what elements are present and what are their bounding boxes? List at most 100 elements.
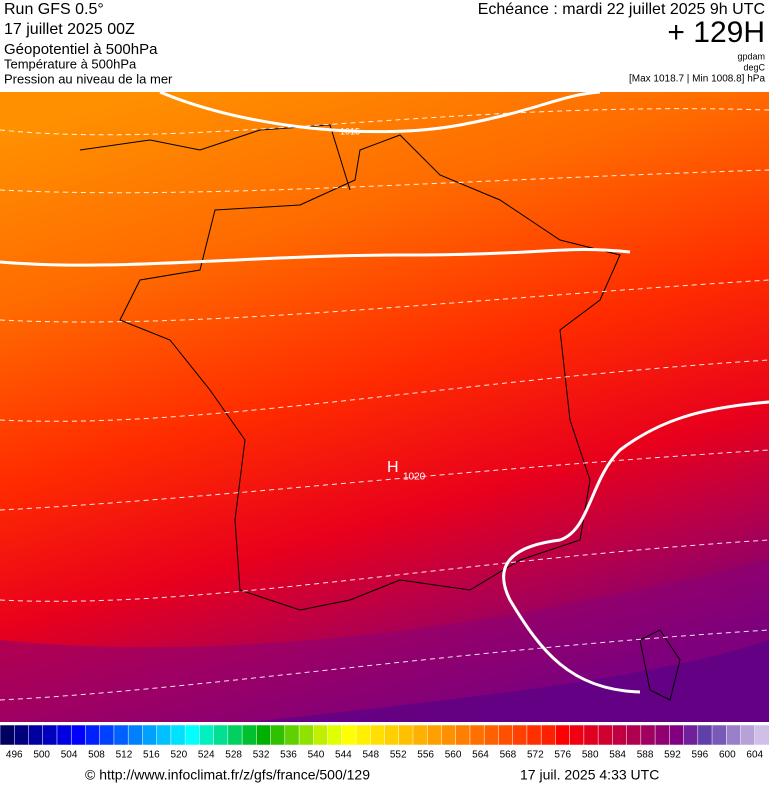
colorbar-cell	[298, 724, 314, 746]
corsica	[639, 629, 681, 701]
colorbar-cell	[754, 724, 769, 746]
colorbar-cell	[170, 724, 186, 746]
dashed-contours	[0, 108, 769, 701]
lead-time: + 129H	[667, 16, 765, 49]
colorbar-cell	[412, 724, 428, 746]
run-label: Run GFS 0.5°	[4, 1, 104, 18]
colorbar-cell	[0, 724, 15, 746]
colorbar-cell	[398, 724, 414, 746]
colorbar-label: 540	[308, 750, 325, 761]
colorbar-cell	[726, 724, 742, 746]
colorbar-cell	[341, 724, 357, 746]
colorbar-cell	[199, 724, 215, 746]
colorbar-label: 604	[746, 750, 763, 761]
unit: degC	[743, 62, 765, 72]
colorbar-label: 560	[445, 750, 462, 761]
colorbar-cell	[270, 724, 286, 746]
colorbar-label: 504	[61, 750, 78, 761]
colorbar-cell	[455, 724, 471, 746]
colorbar-label: 500	[33, 750, 50, 761]
colorbar-cell	[156, 724, 172, 746]
colorbar-label: 584	[609, 750, 626, 761]
colorbar-label: 596	[692, 750, 709, 761]
isobars	[0, 90, 769, 694]
colorbar-cell	[56, 724, 72, 746]
colorbar-cell	[569, 724, 585, 746]
colorbar-cell	[583, 724, 599, 746]
colorbar-label: 524	[198, 750, 215, 761]
colorbar-label: 588	[637, 750, 654, 761]
colorbar-cell	[355, 724, 371, 746]
colorbar-cell	[28, 724, 44, 746]
colorbar-cell	[441, 724, 457, 746]
colorbar-cell	[483, 724, 499, 746]
colorbar-label: 544	[335, 750, 352, 761]
high-pressure-value: 1020	[403, 472, 426, 483]
unit: gpdam	[737, 51, 765, 61]
field-name: Pression au niveau de la mer	[4, 71, 173, 86]
colorbar-label: 536	[280, 750, 297, 761]
colorbar: 496 500 504 508 512 516 520 524 528 532 536 540 544 5…	[0, 724, 769, 761]
colorbar-cell	[683, 724, 699, 746]
colorbar-cell	[327, 724, 343, 746]
temperature-band	[0, 560, 769, 722]
run-date: 17 juillet 2025 00Z	[4, 21, 135, 38]
isobar-label: 1015	[340, 126, 360, 136]
colorbar-cell	[227, 724, 243, 746]
colorbar-cell	[640, 724, 656, 746]
colorbar-cell	[498, 724, 514, 746]
colorbar-label: 580	[582, 750, 599, 761]
colorbar-cell	[669, 724, 685, 746]
colorbar-cell	[626, 724, 642, 746]
valid-time: Echéance : mardi 22 juillet 2025 9h UTC	[478, 1, 765, 18]
colorbar-cell	[184, 724, 200, 746]
map: 1015 H 1020	[0, 90, 769, 722]
colorbar-label: 528	[225, 750, 242, 761]
colorbar-cell	[426, 724, 443, 746]
colorbar-cell	[555, 724, 571, 746]
colorbar-cell	[85, 724, 101, 746]
colorbar-label: 496	[6, 750, 23, 761]
colorbar-label: 532	[253, 750, 270, 761]
coastline	[79, 124, 351, 191]
colorbar-cell	[654, 724, 670, 746]
colorbar-label: 556	[417, 750, 434, 761]
colorbar-cell	[313, 724, 329, 746]
field-name: Géopotentiel à 500hPa	[4, 41, 158, 58]
source-link: © http://www.infoclimat.fr/z/gfs/france/…	[85, 767, 370, 783]
colorbar-cell	[384, 724, 400, 746]
colorbar-cell	[469, 724, 485, 746]
colorbar-cell	[370, 724, 386, 746]
colorbar-cell	[127, 724, 143, 746]
field-name: Température à 500hPa	[4, 56, 137, 71]
colorbar-cell	[512, 724, 528, 746]
pressure-range: [Max 1018.7 | Min 1008.8] hPa	[629, 74, 765, 85]
colorbar-cell	[597, 724, 613, 746]
colorbar-cell	[213, 724, 229, 746]
colorbar-cell	[113, 724, 129, 746]
colorbar-cell	[612, 724, 628, 746]
colorbar-label: 600	[719, 750, 736, 761]
colorbar-cell	[42, 724, 58, 746]
colorbar-cell	[711, 724, 727, 746]
colorbar-cell	[697, 724, 713, 746]
colorbar-label: 516	[143, 750, 160, 761]
colorbar-label: 520	[170, 750, 187, 761]
colorbar-cell	[70, 724, 86, 746]
colorbar-label: 592	[664, 750, 681, 761]
colorbar-cell	[540, 724, 556, 746]
colorbar-cell	[256, 724, 272, 746]
colorbar-cell	[526, 724, 542, 746]
colorbar-label: 508	[88, 750, 105, 761]
colorbar-label: 548	[362, 750, 379, 761]
colorbar-label: 564	[472, 750, 489, 761]
colorbar-cell	[284, 724, 300, 746]
colorbar-cell	[142, 724, 158, 746]
colorbar-label: 572	[527, 750, 544, 761]
colorbar-label: 576	[554, 750, 571, 761]
colorbar-cell	[740, 724, 756, 746]
high-pressure-marker: H	[387, 459, 399, 476]
colorbar-label: 552	[390, 750, 407, 761]
